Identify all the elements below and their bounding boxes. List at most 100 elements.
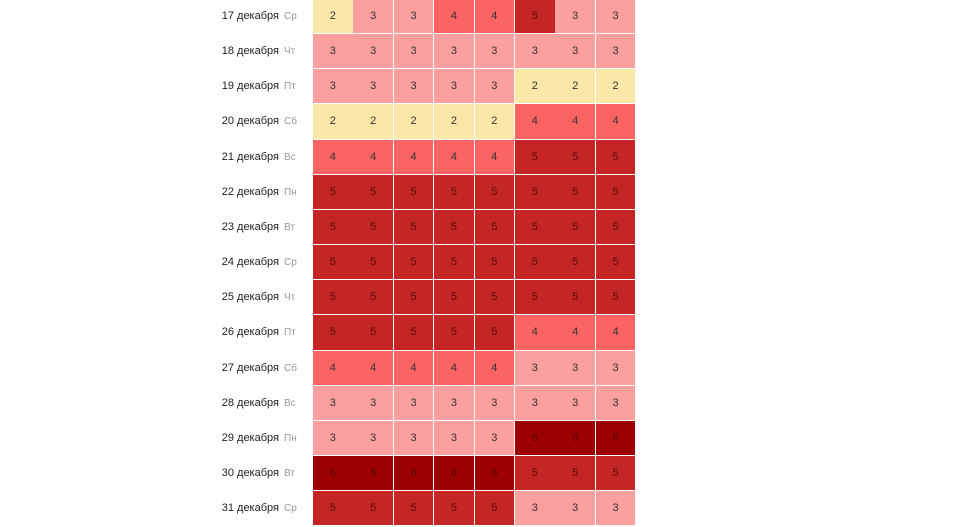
- heatmap-cell: 3: [434, 420, 475, 456]
- table-row: 25 декабря Чт 5 5 5 5 5 5 5 5: [0, 280, 640, 316]
- table-row: 19 декабря Пт 3 3 3 3 3 2 2 2: [0, 69, 640, 105]
- heatmap-cell: 6: [595, 420, 637, 456]
- heatmap-cell: 3: [555, 0, 596, 35]
- row-weekday: Ср: [284, 503, 297, 515]
- heatmap-cell: 3: [393, 0, 435, 35]
- heatmap-cell: 6: [515, 420, 556, 456]
- heatmap-cell: 3: [474, 69, 516, 105]
- row-weekday: Сб: [284, 116, 297, 128]
- heatmap-cell: 5: [313, 315, 354, 351]
- heatmap-cell: 5: [393, 174, 435, 210]
- table-row: 18 декабря Чт 3 3 3 3 3 3 3 3: [0, 34, 640, 70]
- heatmap-cell: 5: [393, 209, 435, 246]
- heatmap-cell: 6: [434, 455, 475, 492]
- heatmap-cell: 3: [313, 385, 354, 421]
- row-date: 21 декабря: [221, 150, 279, 163]
- heatmap-cell: 5: [555, 209, 596, 246]
- row-weekday: Пн: [284, 186, 297, 198]
- table-row: 29 декабря Пн 3 3 3 3 3 6 6 6: [0, 420, 640, 456]
- heatmap-cell: 4: [393, 350, 435, 386]
- heatmap-cell: 4: [313, 139, 354, 175]
- row-date: 25 декабря: [221, 291, 279, 304]
- heatmap-cell: 3: [555, 350, 596, 386]
- row-date: 19 декабря: [221, 80, 279, 93]
- heatmap-cell: 4: [393, 139, 435, 175]
- heatmap-cell: 5: [313, 174, 354, 210]
- row-date: 31 декабря: [221, 502, 279, 515]
- heatmap-cell: 4: [474, 350, 516, 386]
- heatmap-cell: 3: [353, 69, 394, 105]
- heatmap-cell: 5: [393, 245, 435, 281]
- heatmap-cell: 5: [353, 280, 394, 316]
- heatmap-cell: 4: [434, 139, 475, 175]
- heatmap-cell: 3: [474, 34, 516, 70]
- row-weekday: Чт: [284, 46, 296, 58]
- heatmap-cell: 3: [474, 420, 516, 456]
- heatmap-cell: 3: [353, 385, 394, 421]
- row-date: 26 декабря: [221, 326, 279, 339]
- heatmap-cell: 2: [313, 104, 354, 140]
- row-weekday: Пт: [284, 327, 296, 339]
- heatmap-cell: 4: [555, 315, 596, 351]
- heatmap-cell: 2: [393, 104, 435, 140]
- heatmap-cell: 5: [393, 315, 435, 351]
- table-row: 23 декабря Вт 5 5 5 5 5 5 5 5: [0, 209, 640, 246]
- heatmap-cell: 5: [313, 491, 354, 527]
- heatmap-cell: 6: [353, 455, 394, 492]
- row-weekday: Пн: [284, 432, 297, 444]
- heatmap-cell: 3: [555, 34, 596, 70]
- heatmap-cell: 3: [434, 69, 475, 105]
- heatmap-cell: 5: [434, 491, 475, 527]
- heatmap-cell: 4: [434, 350, 475, 386]
- heatmap-cell: 5: [313, 245, 354, 281]
- heatmap-cell: 5: [555, 455, 596, 492]
- heatmap-cell: 3: [515, 385, 556, 421]
- heatmap-cell: 4: [555, 104, 596, 140]
- heatmap-cell: 3: [434, 34, 475, 70]
- heatmap-cell: 2: [434, 104, 475, 140]
- heatmap-cell: 6: [474, 455, 516, 492]
- heatmap-cell: 3: [393, 420, 435, 456]
- heatmap-cell: 5: [434, 209, 475, 246]
- heatmap-cell: 5: [313, 209, 354, 246]
- heatmap-cell: 5: [515, 174, 556, 210]
- heatmap-cell: 5: [353, 315, 394, 351]
- row-date: 27 декабря: [221, 361, 279, 374]
- row-weekday: Вт: [284, 221, 295, 233]
- heatmap-cell: 5: [595, 245, 637, 281]
- heatmap-cell: 5: [474, 280, 516, 316]
- row-date: 24 декабря: [221, 256, 279, 269]
- row-date: 28 декабря: [221, 396, 279, 409]
- heatmap-cell: 3: [595, 350, 637, 386]
- row-weekday: Ср: [284, 11, 297, 22]
- heatmap-cell: 5: [474, 491, 516, 527]
- heatmap-cell: 5: [353, 491, 394, 527]
- heatmap-cell: 5: [434, 174, 475, 210]
- heatmap-cell: 3: [353, 0, 394, 35]
- heatmap-cell: 3: [555, 491, 596, 527]
- heatmap-cell: 3: [313, 69, 354, 105]
- heatmap-cell: 5: [515, 455, 556, 492]
- heatmap-cell: 5: [555, 280, 596, 316]
- row-date: 23 декабря: [221, 220, 279, 233]
- heatmap-cell: 5: [434, 280, 475, 316]
- heatmap-cell: 4: [515, 104, 556, 140]
- heatmap-cell: 3: [595, 385, 637, 421]
- row-date: 20 декабря: [221, 115, 279, 128]
- heatmap-cell: 2: [313, 0, 354, 35]
- heatmap-cell: 5: [313, 280, 354, 316]
- heatmap-cell: 3: [393, 34, 435, 70]
- heatmap-cell: 5: [474, 174, 516, 210]
- table-row: 27 декабря Сб 4 4 4 4 4 3 3 3: [0, 350, 640, 386]
- table-row: 26 декабря Пт 5 5 5 5 5 4 4 4: [0, 315, 640, 351]
- heatmap-cell: 4: [313, 350, 354, 386]
- heatmap-cell: 2: [555, 69, 596, 105]
- heatmap-cell: 3: [393, 385, 435, 421]
- heatmap-cell: 4: [434, 0, 475, 35]
- heatmap-cell: 3: [515, 34, 556, 70]
- heatmap-cell: 3: [515, 350, 556, 386]
- heatmap-cell: 5: [434, 315, 475, 351]
- heatmap-cell: 5: [595, 455, 637, 492]
- table-row: 30 декабря Вт 6 6 6 6 6 5 5 5: [0, 455, 640, 492]
- heatmap-cell: 5: [515, 245, 556, 281]
